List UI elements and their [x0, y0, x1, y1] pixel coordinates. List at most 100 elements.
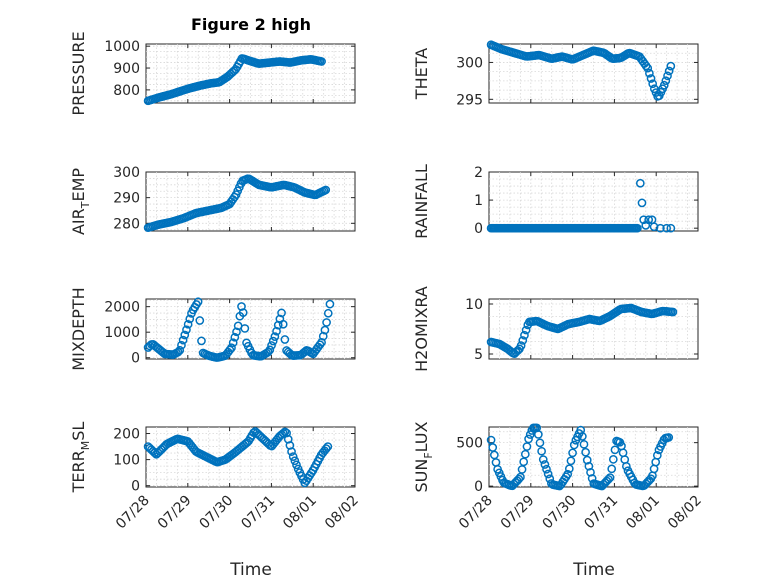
- data-series: [143, 174, 331, 233]
- data-point: [514, 474, 524, 484]
- data-point: [225, 345, 235, 355]
- data-point: [516, 341, 526, 350]
- data-point: [586, 467, 595, 477]
- x-tick-label: 07/30: [197, 493, 237, 533]
- data-point: [537, 446, 546, 456]
- figure-title: Figure 2 high: [191, 15, 311, 34]
- data-point: [643, 63, 653, 73]
- subplot-sun-flux: 0 500 07/28 07/29 07/30 07/31 08/01 08/02 SUNFLU…: [412, 421, 705, 532]
- y-tick-label: 5: [474, 347, 483, 363]
- data-point: [540, 460, 550, 469]
- data-point: [635, 178, 645, 188]
- y-tick-label: 1: [474, 193, 483, 209]
- data-point: [322, 318, 331, 327]
- data-point: [197, 336, 206, 346]
- data-point: [607, 464, 617, 474]
- y-tick-label: 10: [465, 297, 483, 313]
- x-tick-label: 07/31: [238, 493, 278, 533]
- data-point: [622, 461, 631, 471]
- subplot-h2omixra: 5 10 H2OMIXRA: [412, 286, 699, 372]
- subplot-pressure: 800 900 1000 PRESSURE: [69, 31, 356, 116]
- data-point: [637, 198, 647, 208]
- y-tick-label: 100: [113, 453, 140, 469]
- data-point: [661, 76, 671, 86]
- y-tick-label: 0: [474, 221, 483, 237]
- data-point: [263, 347, 273, 357]
- y-tick-label: 280: [113, 216, 140, 232]
- data-point: [277, 308, 286, 318]
- data-point: [535, 438, 545, 448]
- data-point: [525, 430, 535, 439]
- y-tick-label: 2: [474, 165, 483, 181]
- y-tick-label: 500: [456, 436, 483, 452]
- y-axis-label: MIXDEPTH: [69, 287, 88, 370]
- data-point: [518, 336, 528, 345]
- data-point: [270, 332, 280, 341]
- data-series: [143, 297, 335, 362]
- data-point: [644, 215, 654, 225]
- data-point: [150, 448, 160, 458]
- data-point: [582, 455, 592, 465]
- data-point: [249, 428, 258, 438]
- x-tick-label: 07/29: [498, 493, 538, 533]
- data-point: [666, 223, 676, 233]
- subplot-terr-msl: 0 100 200 07/28 07/29 07/30 07/31 08/01 08/02 TER…: [69, 422, 362, 533]
- data-point: [180, 330, 190, 340]
- data-point: [228, 338, 238, 348]
- data-point: [290, 456, 300, 466]
- subplot-air-temp: 280 290 300 AIRTEMP: [69, 165, 356, 235]
- data-point: [563, 469, 573, 479]
- data-point: [579, 439, 589, 449]
- data-series: [486, 423, 674, 491]
- y-tick-label: 200: [113, 427, 140, 443]
- x-tick-label: 07/29: [155, 493, 195, 533]
- y-axis-label: PRESSURE: [69, 31, 88, 115]
- x-tick-label: 08/01: [623, 493, 663, 533]
- x-axis-label-right: Time: [572, 560, 615, 580]
- data-point: [287, 447, 296, 456]
- y-tick-label: 0: [131, 351, 140, 367]
- data-point: [666, 61, 676, 71]
- data-point: [238, 308, 248, 317]
- data-point: [566, 456, 576, 466]
- data-point: [227, 343, 236, 353]
- data-point: [323, 442, 333, 451]
- data-point: [663, 71, 672, 81]
- data-point: [534, 430, 543, 439]
- y-tick-label: 900: [113, 61, 140, 77]
- data-point: [664, 66, 674, 76]
- data-point: [268, 336, 278, 346]
- data-point: [610, 445, 620, 455]
- data-point: [521, 325, 531, 335]
- data-point: [178, 335, 188, 345]
- data-point: [664, 433, 674, 442]
- y-tick-label: 0: [474, 479, 483, 495]
- data-point: [639, 215, 649, 225]
- data-point: [524, 434, 533, 444]
- y-tick-label: 290: [113, 191, 140, 207]
- data-point: [278, 319, 288, 329]
- data-point: [662, 223, 672, 233]
- data-point: [543, 469, 553, 479]
- data-point: [568, 448, 577, 458]
- y-tick-label: 300: [456, 55, 483, 71]
- data-point: [656, 223, 665, 233]
- data-point: [280, 335, 290, 344]
- y-tick-label: 1000: [104, 325, 140, 341]
- data-point: [175, 345, 185, 355]
- data-point: [265, 345, 275, 355]
- y-axis-label: H2OMIXRA: [412, 286, 431, 372]
- y-tick-label: 800: [113, 83, 140, 99]
- data-point: [321, 185, 331, 195]
- data-point: [292, 460, 301, 470]
- data-point: [278, 428, 288, 438]
- data-point: [581, 447, 590, 457]
- data-point: [659, 80, 669, 90]
- data-point: [604, 474, 613, 484]
- subplot-rainfall: 0 1 2 RAINFALL: [412, 164, 699, 239]
- data-point: [177, 340, 186, 350]
- x-tick-label: 07/31: [581, 493, 621, 533]
- data-point: [185, 314, 195, 324]
